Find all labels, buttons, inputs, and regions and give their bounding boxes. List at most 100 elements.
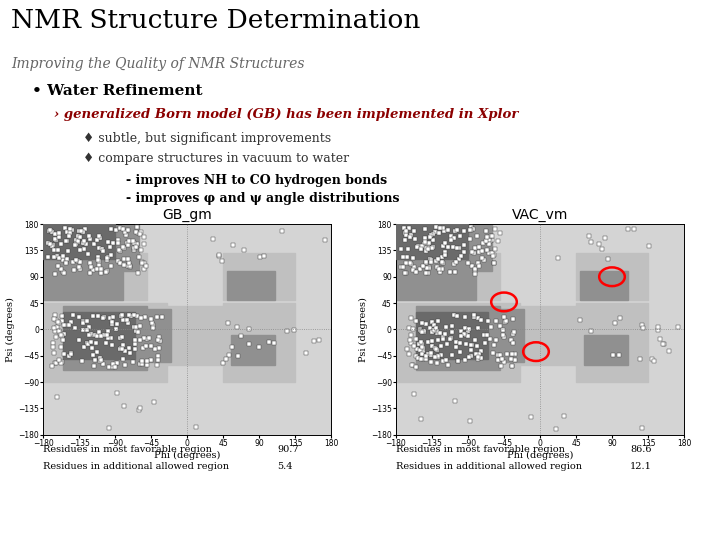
Text: 12.1: 12.1	[630, 462, 652, 471]
Point	[152, 352, 163, 361]
Point	[417, 343, 428, 352]
Point	[138, 343, 149, 352]
Point	[459, 241, 470, 249]
Point	[132, 328, 144, 336]
Point	[117, 224, 128, 233]
Point	[437, 357, 449, 366]
Point	[150, 344, 161, 353]
Text: ♦ subtle, but significant improvements: ♦ subtle, but significant improvements	[83, 132, 331, 145]
Point	[68, 311, 79, 320]
Point	[217, 359, 229, 367]
Point	[117, 341, 129, 350]
Point	[400, 230, 412, 239]
Point	[487, 252, 498, 260]
Point	[415, 327, 426, 336]
Point	[401, 253, 413, 261]
Point	[502, 350, 513, 359]
Point	[148, 397, 160, 406]
Bar	[396, 303, 520, 382]
Point	[404, 335, 415, 344]
Point	[399, 235, 410, 244]
Point	[436, 253, 448, 261]
Point	[114, 246, 126, 255]
Point	[85, 337, 96, 346]
Point	[134, 336, 145, 345]
Point	[414, 346, 426, 355]
Point	[441, 356, 452, 364]
Point	[479, 339, 490, 348]
Point	[596, 245, 608, 253]
Point	[85, 258, 96, 267]
Point	[313, 335, 325, 344]
Point	[498, 358, 510, 367]
Point	[57, 268, 68, 276]
Point	[101, 339, 112, 348]
Point	[508, 330, 519, 339]
Point	[473, 355, 485, 363]
Point	[103, 424, 114, 433]
Point	[508, 314, 519, 323]
Point	[105, 334, 117, 342]
Point	[92, 312, 104, 321]
Point	[50, 359, 62, 368]
Point	[77, 227, 89, 236]
Point	[495, 322, 506, 331]
Point	[53, 230, 65, 238]
Point	[70, 323, 81, 332]
Text: 86.6: 86.6	[630, 446, 652, 455]
Point	[431, 329, 443, 338]
Point	[77, 318, 89, 326]
Point	[43, 227, 55, 235]
Point	[49, 230, 60, 238]
Point	[71, 235, 82, 244]
Point	[439, 251, 451, 260]
Point	[282, 327, 293, 335]
Point	[222, 318, 234, 327]
Point	[458, 248, 469, 256]
Point	[395, 245, 407, 253]
Point	[416, 328, 428, 337]
Bar	[396, 224, 492, 271]
Point	[505, 354, 517, 363]
Point	[433, 265, 445, 273]
Point	[122, 226, 133, 234]
Point	[420, 234, 431, 242]
Point	[300, 348, 311, 357]
Bar	[576, 303, 648, 382]
Point	[430, 345, 441, 353]
Point	[243, 325, 255, 334]
Text: Residues in most favorable region: Residues in most favorable region	[43, 446, 212, 455]
Point	[307, 336, 319, 345]
Point	[401, 345, 413, 353]
Point	[53, 261, 64, 270]
Point	[51, 322, 63, 331]
Point	[98, 359, 109, 368]
Point	[127, 237, 139, 245]
Point	[112, 359, 123, 367]
Point	[117, 355, 129, 363]
Bar	[223, 303, 295, 382]
Point	[49, 359, 60, 367]
Point	[469, 244, 481, 252]
Point	[54, 254, 66, 262]
Point	[426, 342, 438, 350]
Point	[95, 265, 107, 274]
Point	[397, 262, 408, 271]
Point	[114, 334, 125, 342]
Bar	[43, 253, 123, 300]
Point	[81, 317, 93, 326]
Point	[75, 227, 86, 235]
Point	[50, 332, 62, 341]
Bar	[43, 224, 139, 271]
Point	[459, 226, 470, 235]
Point	[73, 231, 84, 240]
Point	[117, 315, 128, 324]
Point	[48, 252, 59, 261]
Point	[128, 246, 140, 255]
Point	[153, 335, 164, 344]
Bar	[228, 271, 275, 300]
Point	[51, 393, 63, 401]
Point	[61, 237, 73, 246]
Point	[105, 261, 117, 270]
Point	[402, 245, 414, 254]
